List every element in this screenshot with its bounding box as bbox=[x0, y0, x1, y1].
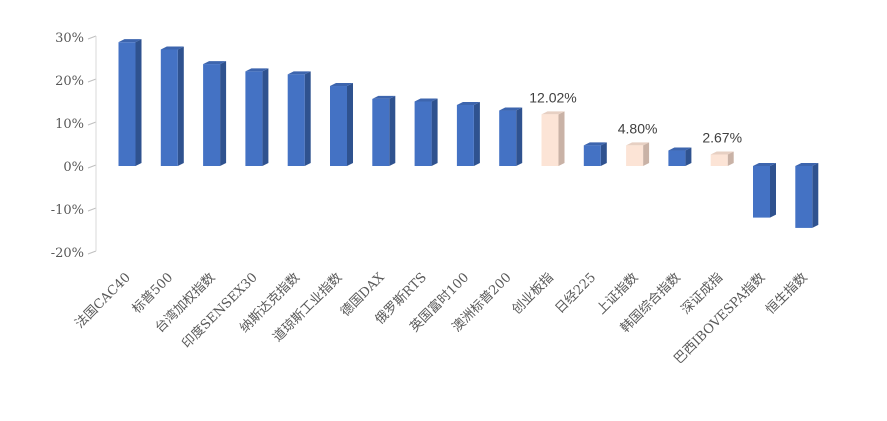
bar-top bbox=[753, 163, 776, 166]
bar-top bbox=[287, 71, 311, 75]
bar-side bbox=[685, 147, 692, 166]
y-tick-mark bbox=[87, 121, 97, 126]
x-tick-label: 法国CAC40 bbox=[72, 270, 133, 331]
y-tick-mark bbox=[87, 164, 97, 169]
bar bbox=[710, 151, 734, 166]
bar-side bbox=[177, 46, 184, 166]
bar-top bbox=[710, 151, 734, 155]
bar-front bbox=[118, 42, 136, 166]
bar-front bbox=[287, 74, 305, 166]
y-tick-label: 10% bbox=[55, 117, 84, 132]
bar-side bbox=[770, 163, 776, 218]
bar bbox=[499, 107, 523, 166]
x-tick-label: 印度SENSEX30 bbox=[179, 270, 261, 352]
x-axis: 法国CAC40标普500台湾加权指数印度SENSEX30纳斯达克指数道琼斯工业指… bbox=[72, 270, 810, 368]
bar bbox=[118, 39, 142, 166]
bar-front bbox=[372, 98, 390, 166]
bar-top bbox=[414, 98, 438, 102]
bar-side bbox=[643, 142, 650, 166]
bar bbox=[626, 142, 650, 166]
data-label: 2.67% bbox=[702, 130, 742, 146]
bars bbox=[118, 39, 819, 228]
bar-front bbox=[203, 64, 221, 166]
bar bbox=[330, 83, 353, 166]
bar-front bbox=[160, 49, 178, 166]
bar-front bbox=[245, 71, 263, 166]
y-tick-mark bbox=[87, 250, 97, 255]
bar-side bbox=[135, 39, 142, 166]
bar-top bbox=[626, 142, 650, 146]
bar-side bbox=[304, 71, 311, 166]
bar-side bbox=[389, 95, 396, 166]
bar-top bbox=[668, 147, 692, 151]
bar-side bbox=[812, 163, 819, 228]
y-axis: 30% 20% 10% 0% -10% -20% bbox=[51, 31, 97, 261]
bar-side bbox=[473, 101, 480, 166]
y-tick-label: -10% bbox=[51, 203, 84, 218]
bar-top bbox=[245, 68, 269, 72]
bar bbox=[753, 163, 776, 218]
bar-front bbox=[626, 145, 644, 166]
x-tick-label: 日经225 bbox=[553, 270, 600, 317]
bar-front bbox=[330, 86, 347, 166]
bar-top bbox=[160, 46, 184, 50]
bar-top bbox=[456, 101, 480, 105]
bar-front bbox=[456, 104, 474, 166]
y-tick-label: -20% bbox=[51, 246, 84, 261]
bar bbox=[668, 147, 692, 166]
bar bbox=[583, 142, 607, 166]
y-tick-mark bbox=[87, 78, 97, 83]
bar-side bbox=[431, 98, 438, 166]
y-tick-label: 20% bbox=[55, 74, 84, 89]
bar-side bbox=[262, 68, 269, 166]
bar-top bbox=[499, 107, 523, 111]
bar bbox=[203, 61, 227, 167]
bar-top bbox=[118, 39, 142, 43]
x-tick-label: 恒生指数 bbox=[763, 270, 810, 317]
bar-front bbox=[753, 166, 770, 218]
bar bbox=[456, 101, 480, 166]
data-label: 12.02% bbox=[529, 89, 576, 105]
bar-front bbox=[541, 114, 559, 166]
bar-top bbox=[541, 111, 565, 115]
bar bbox=[287, 71, 311, 166]
bar bbox=[414, 98, 438, 166]
y-tick-label: 30% bbox=[55, 31, 84, 46]
bar-top bbox=[203, 61, 227, 65]
bar-top bbox=[583, 142, 607, 146]
y-tick-label: 0% bbox=[63, 160, 84, 175]
bar-top bbox=[372, 95, 396, 99]
bar bbox=[795, 163, 819, 228]
bar-top bbox=[330, 83, 353, 87]
bar-side bbox=[727, 151, 734, 166]
bar-front bbox=[583, 145, 601, 166]
bar-front bbox=[414, 101, 432, 166]
bar-top bbox=[795, 163, 819, 166]
bar-front bbox=[668, 150, 686, 166]
bar-front bbox=[795, 166, 813, 228]
bar bbox=[160, 46, 184, 166]
bar-front bbox=[499, 110, 517, 166]
x-tick-label: 创业板指 bbox=[509, 270, 556, 317]
y-tick-mark bbox=[87, 35, 97, 40]
bar-side bbox=[600, 142, 607, 166]
bar-side bbox=[220, 61, 227, 167]
data-label: 4.80% bbox=[618, 120, 658, 136]
bar-side bbox=[516, 107, 523, 166]
bar-side bbox=[347, 83, 353, 166]
bar-side bbox=[558, 111, 565, 166]
bar bbox=[541, 111, 565, 166]
data-labels: 12.02% 4.80% 2.67% bbox=[529, 89, 742, 145]
y-tick-mark bbox=[87, 207, 97, 212]
bar-front bbox=[710, 154, 728, 166]
bar bbox=[245, 68, 269, 166]
bar bbox=[372, 95, 396, 166]
